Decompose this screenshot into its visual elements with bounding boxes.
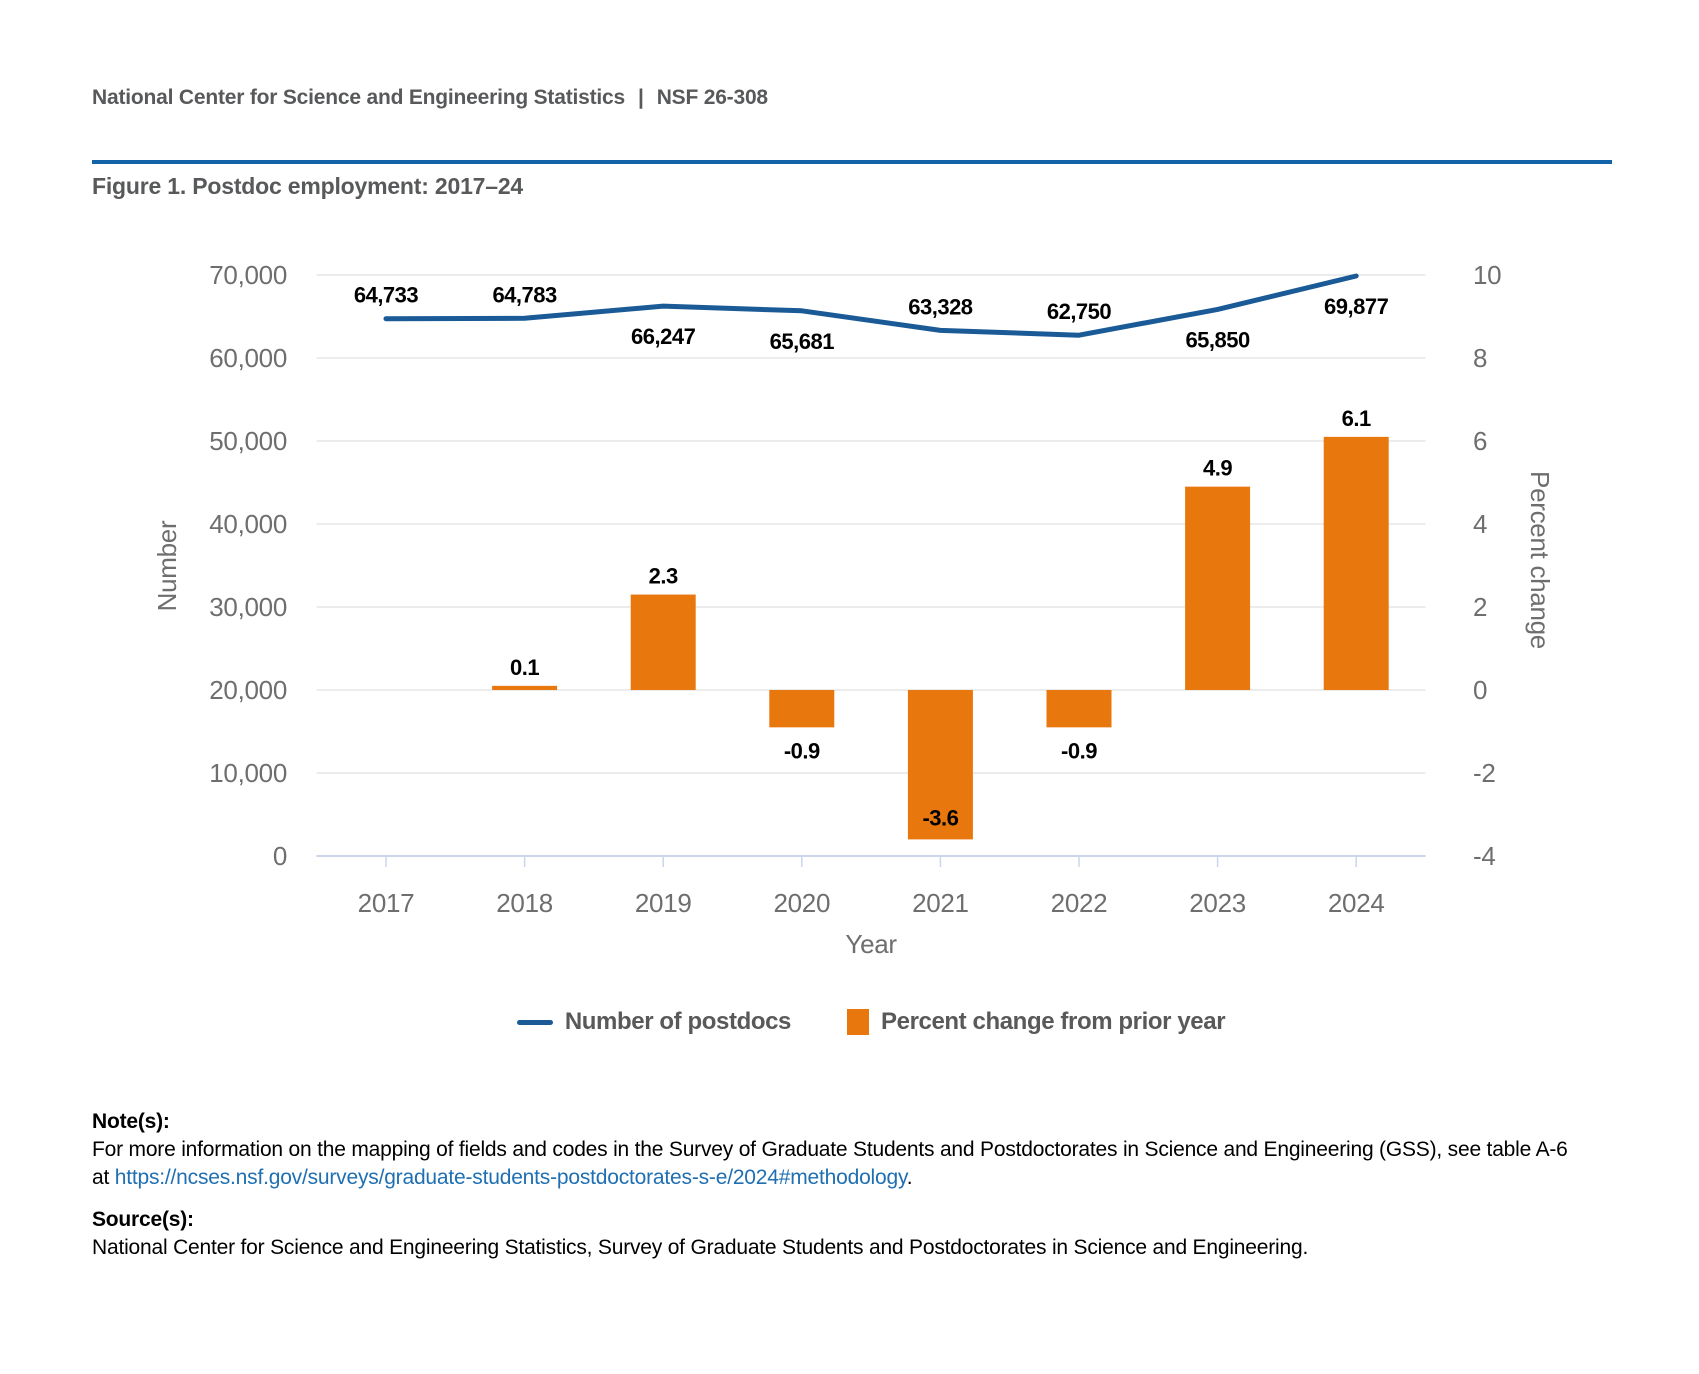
notes-heading: Note(s): — [92, 1110, 170, 1133]
source-heading: Source(s): — [92, 1208, 194, 1231]
bar-label-2019: 2.3 — [649, 564, 678, 589]
bar-2019[interactable] — [630, 594, 696, 690]
x-tick-label-2017: 2017 — [358, 888, 415, 918]
bar-2024[interactable] — [1323, 436, 1389, 690]
header-separator: | — [638, 86, 644, 109]
line-label-2022: 62,750 — [1047, 299, 1112, 324]
postdocs-line[interactable] — [383, 273, 1359, 338]
left-tick-label: 0 — [273, 841, 287, 871]
bar-2023[interactable] — [1185, 486, 1251, 690]
right-tick-label: 6 — [1473, 426, 1487, 456]
left-tick-label: 30,000 — [209, 592, 287, 622]
bar-swatch-icon — [847, 1009, 870, 1035]
legend-label: Percent change from prior year — [881, 1008, 1226, 1035]
x-tick-label-2023: 2023 — [1189, 888, 1246, 918]
x-tick-label-2018: 2018 — [496, 888, 553, 918]
right-tick-label: 0 — [1473, 675, 1487, 705]
legend-label: Number of postdocs — [564, 1008, 792, 1035]
left-axis-title: Number — [152, 520, 182, 611]
bar-2020[interactable] — [769, 690, 835, 728]
legend-item-number-of-postdocs[interactable]: Number of postdocs — [516, 1008, 792, 1036]
chart-legend: Number of postdocs Percent change from p… — [316, 1002, 1426, 1042]
bar-label-2023: 4.9 — [1203, 456, 1232, 481]
x-tick-label-2024: 2024 — [1328, 888, 1385, 918]
line-swatch-icon — [516, 1019, 553, 1025]
left-tick-label: 60,000 — [209, 343, 287, 373]
bar-label-2018: 0.1 — [510, 655, 539, 680]
x-tick-label-2022: 2022 — [1051, 888, 1108, 918]
notes-body: For more information on the mapping of f… — [92, 1136, 1637, 1192]
postdoc-employment-chart: 2017 2018 2019 2020 2021 2022 2023 202470,00060… — [152, 260, 1555, 959]
left-tick-label: 70,000 — [209, 260, 287, 290]
right-tick-label: 10 — [1473, 260, 1501, 290]
left-tick-label: 50,000 — [209, 426, 287, 456]
bar-label-2022: -0.9 — [1061, 738, 1097, 763]
methodology-link[interactable]: https://ncses.nsf.gov/surveys/graduate-s… — [114, 1166, 907, 1189]
x-tick-label-2019: 2019 — [635, 888, 692, 918]
x-axis-title: Year — [845, 929, 897, 959]
right-tick-label: -4 — [1473, 841, 1496, 871]
left-tick-label: 20,000 — [209, 675, 287, 705]
legend-item-percent-change[interactable]: Percent change from prior year — [847, 1008, 1226, 1036]
notes-section: Note(s): For more information on the map… — [92, 1108, 1637, 1262]
report-header: National Center for Science and Engineer… — [92, 86, 768, 110]
line-label-2020: 65,681 — [770, 329, 835, 354]
left-tick-label: 40,000 — [209, 509, 287, 539]
bar-2021[interactable] — [907, 690, 973, 840]
line-label-2017: 64,733 — [354, 283, 419, 308]
right-tick-label: 2 — [1473, 592, 1487, 622]
right-tick-label: -2 — [1473, 758, 1496, 788]
header-org: National Center for Science and Engineer… — [92, 86, 625, 109]
notes-line2-prefix: at — [92, 1166, 115, 1189]
bar-label-2024: 6.1 — [1342, 406, 1371, 431]
right-axis-title: Percent change — [1525, 471, 1555, 649]
left-tick-label: 10,000 — [209, 758, 287, 788]
bar-label-2021: -3.6 — [922, 805, 958, 830]
notes-line1: For more information on the mapping of f… — [92, 1138, 1568, 1161]
line-label-2018: 64,783 — [492, 282, 557, 307]
bar-2018[interactable] — [492, 685, 558, 690]
line-label-2021: 63,328 — [908, 294, 973, 319]
notes-line2-suffix: . — [906, 1166, 913, 1189]
right-tick-label: 4 — [1473, 509, 1487, 539]
header-report-number: NSF 26-308 — [656, 86, 768, 109]
source-text: National Center for Science and Engineer… — [92, 1236, 1309, 1259]
right-tick-label: 8 — [1473, 343, 1487, 373]
line-label-2023: 65,850 — [1185, 327, 1250, 352]
bar-2022[interactable] — [1046, 690, 1112, 728]
header-divider-rule — [92, 160, 1612, 164]
line-label-2024: 69,877 — [1324, 294, 1389, 319]
bar-label-2020: -0.9 — [784, 738, 820, 763]
x-tick-label-2020: 2020 — [773, 888, 830, 918]
spacer — [92, 1192, 1637, 1206]
figure-title: Figure 1. Postdoc employment: 2017–24 — [92, 173, 524, 199]
line-label-2019: 66,247 — [631, 324, 696, 349]
x-tick-label-2021: 2021 — [912, 888, 969, 918]
